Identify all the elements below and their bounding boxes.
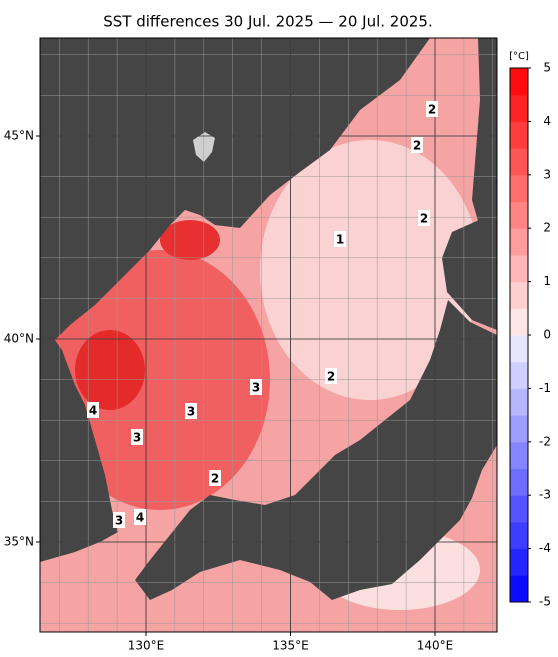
contour-label: 1 bbox=[336, 233, 344, 247]
axes: 45°N 40°N 35°N 130°E 135°E 140°E bbox=[4, 129, 454, 653]
colorbar-band bbox=[510, 521, 528, 550]
contour-label: 2 bbox=[327, 370, 335, 384]
colorbar-band bbox=[510, 254, 528, 283]
contour-label-box bbox=[334, 231, 346, 247]
contour-label: 2 bbox=[413, 139, 421, 153]
colorbar-band bbox=[510, 548, 528, 576]
contour-label-box bbox=[426, 101, 438, 117]
colorbar-band bbox=[510, 228, 528, 256]
colorbar-band bbox=[510, 495, 528, 523]
lon-label: 130°E bbox=[128, 639, 165, 653]
colorbar-tick-label: -4 bbox=[539, 541, 551, 555]
colorbar-band bbox=[510, 201, 528, 229]
colorbar-tick-label: -1 bbox=[539, 381, 551, 395]
colorbar-band bbox=[510, 308, 528, 336]
lat-label: 45°N bbox=[4, 129, 34, 143]
sea-anomaly-peak bbox=[75, 330, 145, 410]
contour-label-box bbox=[87, 402, 99, 418]
hokkaido bbox=[442, 212, 497, 330]
lat-label: 35°N bbox=[4, 535, 34, 549]
sea-anomaly-low bbox=[260, 140, 480, 400]
colorbar-band bbox=[510, 148, 528, 176]
contour-label: 4 bbox=[136, 511, 144, 525]
colorbar-band bbox=[510, 335, 528, 363]
grid bbox=[40, 38, 497, 632]
colorbar-tick-label: 3 bbox=[543, 167, 551, 181]
contour-label-box bbox=[185, 403, 197, 419]
colorbar-band bbox=[510, 121, 528, 149]
contour-label: 2 bbox=[420, 212, 428, 226]
colorbar-tick-label: 1 bbox=[543, 274, 551, 288]
colorbar-tick-label: 0 bbox=[543, 328, 551, 342]
continent bbox=[40, 38, 430, 562]
contour-label: 2 bbox=[428, 103, 436, 117]
colorbar-tick-label: -2 bbox=[539, 434, 551, 448]
colorbar-band bbox=[510, 68, 528, 96]
contour-label: 3 bbox=[115, 514, 123, 528]
contour-label-box bbox=[131, 429, 143, 445]
colorbar-band bbox=[510, 388, 528, 416]
japan bbox=[135, 300, 497, 600]
colorbar-unit: [°C] bbox=[509, 51, 529, 62]
contour-label-box bbox=[250, 379, 262, 395]
sakhalin bbox=[472, 38, 497, 250]
colorbar-band bbox=[510, 575, 528, 603]
lon-label: 140°E bbox=[417, 639, 454, 653]
colorbar-tick-label: 4 bbox=[543, 114, 551, 128]
lon-label: 135°E bbox=[272, 639, 309, 653]
colorbar-band bbox=[510, 94, 528, 122]
colorbar-band bbox=[510, 415, 528, 443]
lat-label: 40°N bbox=[4, 332, 34, 346]
contour-label: 3 bbox=[187, 405, 195, 419]
contour-label: 3 bbox=[252, 381, 260, 395]
contour-label-box bbox=[134, 509, 146, 525]
contour-label-box bbox=[411, 137, 423, 153]
contour-label: 4 bbox=[89, 404, 97, 418]
colorbar-band bbox=[510, 441, 528, 469]
contour-label: 3 bbox=[133, 431, 141, 445]
colorbar-tick-label: -3 bbox=[539, 488, 551, 502]
contour-label-box bbox=[418, 210, 430, 226]
contour-label: 2 bbox=[211, 472, 219, 486]
contour-label-box bbox=[325, 368, 337, 384]
map-frame bbox=[39, 37, 498, 633]
colorbar-tick-label: -5 bbox=[539, 595, 551, 609]
colorbar-band bbox=[510, 174, 528, 202]
colorbar-band bbox=[510, 361, 528, 389]
sea-anomaly-high bbox=[50, 250, 270, 510]
contour-label-box bbox=[209, 470, 221, 486]
colorbar-band bbox=[510, 468, 528, 496]
colorbar: 5 4 3 2 1 0 -1 -2 -3 -4 -5 bbox=[509, 61, 551, 609]
contour-label-box bbox=[113, 512, 125, 528]
colorbar-band bbox=[510, 281, 528, 309]
colorbar-tick-label: 5 bbox=[543, 61, 551, 75]
title: SST differences 30 Jul. 2025 — 20 Jul. 2… bbox=[103, 13, 433, 31]
colorbar-tick-label: 2 bbox=[543, 221, 551, 235]
